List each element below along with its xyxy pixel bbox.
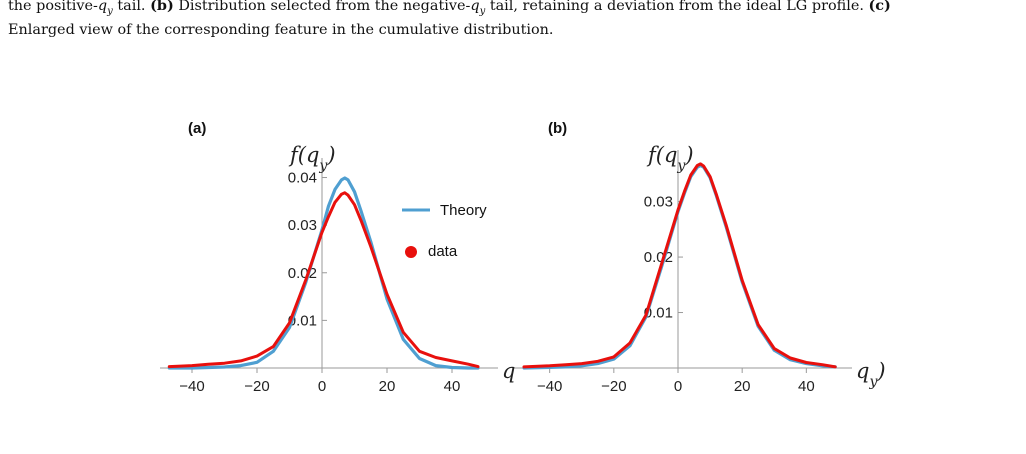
caption-label-c: (c) (868, 0, 891, 14)
panel-a-label: (a) (188, 120, 206, 137)
panel-b-x-tick-label: −20 (601, 378, 626, 395)
panel-a-legend-theory-label: Theory (440, 202, 487, 219)
figure-caption: the positive-qy tail. (b) Distribution s… (8, 0, 1020, 40)
panel-b-series-theory (522, 163, 837, 370)
panel-b-xlabel: qy) (856, 359, 886, 390)
panel-b-ylabel: f(qy) (646, 143, 694, 174)
panel-a-legend-data-label: data (428, 243, 458, 260)
panel-a-x-tick-label: 40 (444, 378, 461, 395)
panel-b-y-tick-label: 0.02 (644, 249, 673, 266)
panel-a-y-tick-label: 0.02 (288, 265, 317, 282)
panel-a-y-tick-label: 0.03 (288, 217, 317, 234)
panel-a-x-tick-label: 0 (318, 378, 326, 395)
caption-label-b: (b) (150, 0, 174, 14)
panel-a-series-theory (167, 176, 480, 370)
cut-off-axis-label: q (502, 359, 515, 383)
panel-b-x-tick-label: 0 (674, 378, 682, 395)
caption-line-2: Enlarged view of the corresponding featu… (8, 21, 554, 38)
panel-a-ylabel: f(qy) (288, 143, 336, 174)
panel-b-y-tick-label: 0.03 (644, 194, 673, 211)
panel-b-chart: −40 −20 0 20 40 0.01 0.02 0.03 (b) f(qy) qy) (514, 120, 886, 395)
panel-a-y-tick-label: 0.04 (288, 170, 317, 187)
panel-a-x-tick-label: −40 (179, 378, 204, 395)
panel-b-y-tick-label: 0.01 (644, 305, 673, 322)
panel-a-x-tick-label: 20 (379, 378, 396, 395)
panel-a-chart: −40 −20 0 20 400.010.020.030.04(a)f(qy)Theor… (160, 120, 498, 395)
panel-b-x-tick-label: −40 (537, 378, 562, 395)
caption-line-1: the positive-qy tail. (b) Distribution s… (8, 0, 1020, 21)
panel-b-label: (b) (548, 120, 567, 137)
panel-b-x-tick-label: 20 (734, 378, 751, 395)
panel-a-legend-data-swatch (405, 246, 417, 258)
panel-a-x-tick-label: −20 (244, 378, 269, 395)
panel-b-x-tick-label: 40 (798, 378, 815, 395)
panel-b-series-data (522, 162, 837, 369)
panel-a-series-data (167, 191, 480, 369)
